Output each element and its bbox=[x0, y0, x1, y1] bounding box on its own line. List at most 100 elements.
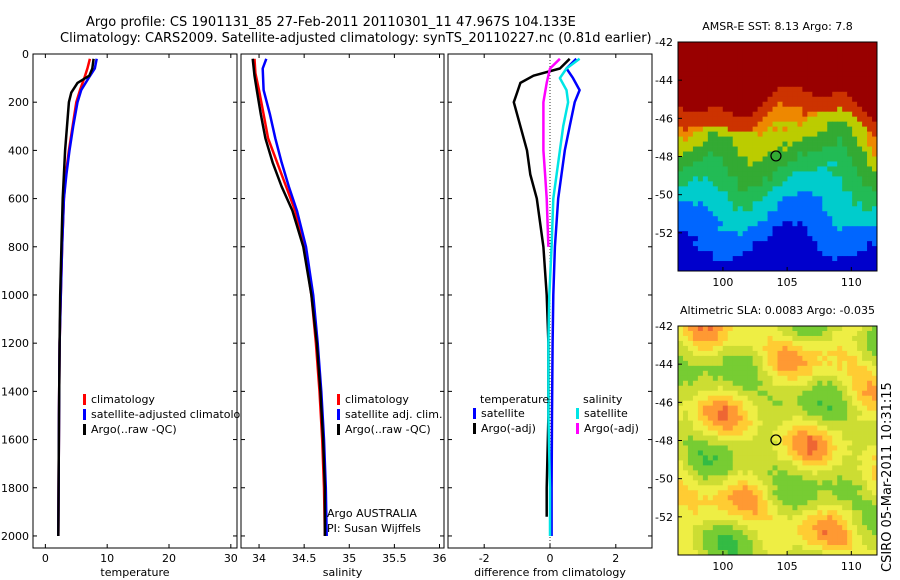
sla_map-cell bbox=[847, 335, 853, 342]
sst_map-cell bbox=[697, 126, 704, 133]
sla_map-cell bbox=[752, 425, 759, 431]
sla_map-cell bbox=[772, 505, 778, 511]
sst_map-cell bbox=[857, 96, 863, 103]
sla_map-cell bbox=[732, 430, 739, 436]
sla_map-cell bbox=[747, 505, 754, 511]
salinity-xtick-label: 36 bbox=[432, 552, 446, 565]
sla_map-cell bbox=[857, 330, 863, 337]
sla_map-cell bbox=[822, 350, 828, 357]
sla_map-cell bbox=[837, 480, 843, 486]
sst_map-cell bbox=[757, 161, 763, 167]
sla_map-cell bbox=[737, 480, 744, 486]
sla_map-cell bbox=[867, 500, 873, 506]
sla_map-cell bbox=[777, 510, 783, 516]
sla_map-cell bbox=[862, 510, 868, 516]
sst_map-cell bbox=[687, 246, 694, 252]
sst_map-cell bbox=[857, 131, 863, 137]
sla_map-cell bbox=[752, 345, 759, 352]
sst_map-cell bbox=[872, 161, 878, 167]
sla_map-cell bbox=[702, 490, 709, 496]
sst_map-cell bbox=[732, 251, 739, 257]
sla_map-cell bbox=[692, 350, 699, 357]
sst_map-cell bbox=[707, 81, 714, 88]
sla_map-cell bbox=[767, 445, 773, 451]
sst_map-cell bbox=[737, 106, 744, 113]
sla_map-cell bbox=[862, 335, 868, 342]
sla_map-cell bbox=[807, 420, 813, 426]
sla_map-cell bbox=[757, 425, 763, 431]
sst_map-cell bbox=[842, 261, 848, 267]
sst_map-cell bbox=[742, 126, 749, 133]
sst_map-cell bbox=[752, 236, 759, 242]
sst_map-cell bbox=[797, 211, 803, 217]
sst_map-cell bbox=[777, 111, 783, 118]
sst_map-cell bbox=[792, 246, 798, 252]
sst_map-cell bbox=[682, 201, 689, 207]
sla_map-cell bbox=[762, 545, 768, 551]
sla_map-cell bbox=[732, 505, 739, 511]
sla_map-cell bbox=[697, 350, 704, 357]
sla_map-cell bbox=[827, 480, 833, 486]
sst_map-cell bbox=[782, 146, 788, 152]
sla_map-cell bbox=[777, 360, 783, 367]
sla_map-cell bbox=[742, 440, 749, 446]
sla_map-cell bbox=[792, 355, 798, 362]
sst_map-cell bbox=[837, 261, 843, 267]
sst_map-cell bbox=[862, 211, 868, 217]
sst_map-cell bbox=[682, 256, 689, 262]
sst_map-cell bbox=[692, 191, 699, 197]
sst_map-cell bbox=[787, 186, 793, 192]
sst_map-cell bbox=[772, 91, 778, 98]
sst_map-cell bbox=[842, 166, 848, 172]
sla_map-cell bbox=[807, 345, 813, 352]
sla_map-cell bbox=[697, 345, 704, 352]
sla_map-cell bbox=[852, 455, 858, 461]
sla_map-cell bbox=[772, 500, 778, 506]
sst_map-cell bbox=[787, 191, 793, 197]
sla_map-cell bbox=[862, 415, 868, 421]
sst_map-cell bbox=[757, 51, 763, 58]
sla_map-cell bbox=[832, 355, 838, 362]
sla_map-cell bbox=[862, 326, 868, 332]
sla_map-cell bbox=[812, 345, 818, 352]
sla_map-cell bbox=[787, 515, 793, 521]
sla_map-cell bbox=[807, 400, 813, 407]
sst_map-cell bbox=[757, 151, 763, 157]
sla_map-cell bbox=[682, 475, 689, 481]
sst_map-cell bbox=[712, 206, 719, 212]
sst_map-cell bbox=[797, 171, 803, 177]
sst_map-cell bbox=[727, 256, 734, 262]
sst_map-cell bbox=[812, 156, 818, 162]
sst_map-cell bbox=[857, 171, 863, 177]
sst_map-cell bbox=[767, 246, 773, 252]
sst_map-cell bbox=[678, 186, 684, 192]
sla_map-cell bbox=[732, 400, 739, 407]
sst_map-cell bbox=[782, 196, 788, 202]
sla_map-cell bbox=[762, 525, 768, 531]
sla_map-cell bbox=[687, 380, 694, 387]
sst_map-cell bbox=[867, 101, 873, 108]
sst_map-cell bbox=[742, 251, 749, 257]
sst_map-cell bbox=[742, 186, 749, 192]
sla_map-cell bbox=[842, 425, 848, 431]
sla_map-cell bbox=[817, 400, 823, 407]
sla_map-cell bbox=[767, 380, 773, 387]
sst_map-cell bbox=[842, 66, 848, 73]
sst_map-cell bbox=[802, 76, 808, 83]
sst_map-cell bbox=[837, 91, 843, 98]
sla_map-cell bbox=[747, 510, 754, 516]
sla_map-cell bbox=[787, 390, 793, 397]
sst_map-cell bbox=[757, 236, 763, 242]
sst_map-cell bbox=[692, 76, 699, 83]
sst_map-cell bbox=[797, 56, 803, 63]
sla_map-cell bbox=[712, 340, 719, 347]
sla_map-cell bbox=[787, 550, 793, 556]
sst_map-cell bbox=[857, 51, 863, 58]
sst_map-cell bbox=[822, 241, 828, 247]
sla_map-cell bbox=[872, 550, 878, 556]
sla_map-cell bbox=[727, 326, 734, 332]
sst_map-cell bbox=[827, 141, 833, 147]
sla_map-cell bbox=[822, 475, 828, 481]
sla_map-cell bbox=[837, 485, 843, 491]
sla_map-cell bbox=[692, 425, 699, 431]
